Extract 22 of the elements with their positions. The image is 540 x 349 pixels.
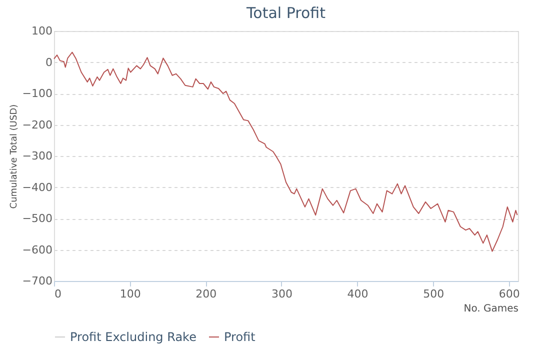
x-tick-label: 300 xyxy=(271,288,292,300)
x-tick-label: 200 xyxy=(196,288,217,300)
y-tick-label: 100 xyxy=(32,24,52,38)
x-tick-label: 500 xyxy=(423,288,444,300)
y-tick-label: −400 xyxy=(22,180,52,194)
x-tick-label: 600 xyxy=(498,288,520,300)
x-axis-title: No. Games xyxy=(464,304,518,314)
y-tick-label: −100 xyxy=(22,87,52,100)
y-tick-label: −600 xyxy=(22,243,52,256)
y-tick-label: −500 xyxy=(22,212,52,225)
legend-label: Profit xyxy=(224,330,256,344)
chart-title: Total Profit xyxy=(246,4,326,22)
y-tick-label: −300 xyxy=(22,150,52,162)
y-tick-label: 0 xyxy=(46,56,52,69)
x-tick-label: 0 xyxy=(54,288,62,300)
y-axis-title: Cumulative Total (USD) xyxy=(9,104,20,209)
y-tick-label: −200 xyxy=(22,118,52,132)
x-tick-label: 100 xyxy=(120,288,141,300)
x-tick-label: 400 xyxy=(347,288,368,300)
line-series xyxy=(54,52,518,252)
y-tick-label: −700 xyxy=(22,274,52,288)
legend-label: Profit Excluding Rake xyxy=(70,330,196,344)
